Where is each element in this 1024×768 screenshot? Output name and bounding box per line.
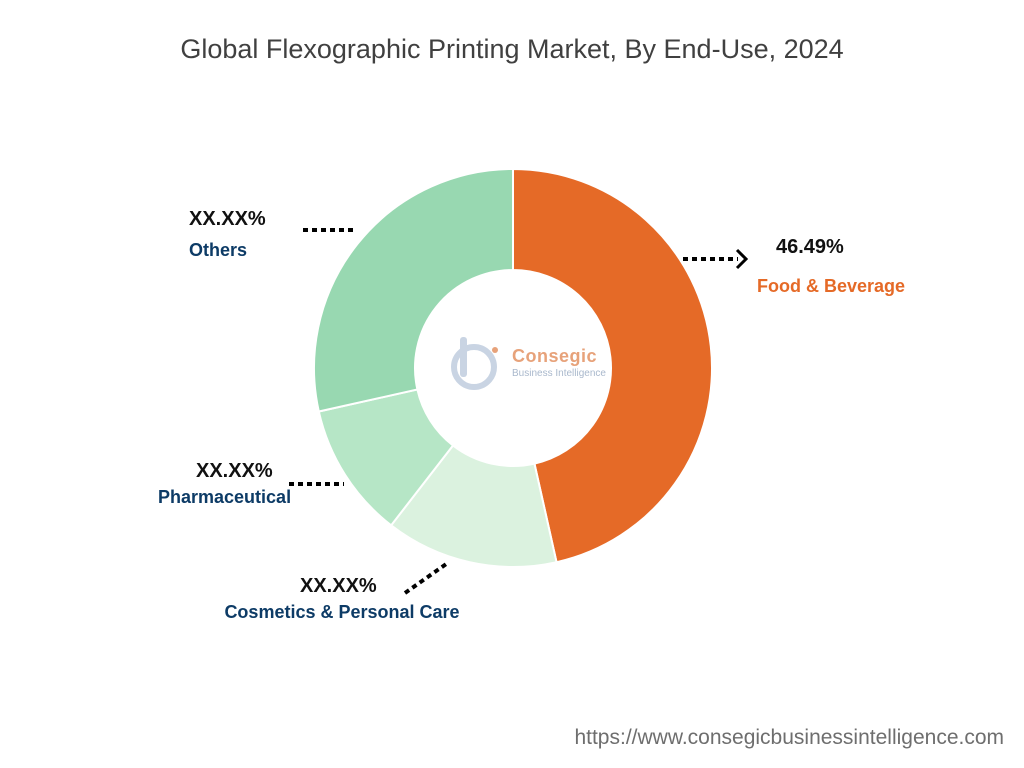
- source-url: https://www.consegicbusinessintelligence…: [574, 726, 1004, 749]
- logo: Consegic Business Intelligence: [512, 346, 606, 379]
- others-value: XX.XX%: [189, 208, 266, 230]
- donut-slices: [313, 167, 713, 568]
- cosmetics-label: Cosmetics & Personal Care: [224, 602, 460, 622]
- slice-food-beverage: [512, 167, 713, 564]
- consegic-logo-icon: [451, 337, 498, 390]
- pharmaceutical-label: Pharmaceutical: [158, 487, 292, 507]
- leader-food-arrow-icon: [735, 248, 749, 270]
- logo-tagline: Business Intelligence: [512, 368, 606, 379]
- chart-title: Global Flexographic Printing Market, By …: [180, 34, 844, 64]
- pharmaceutical-value: XX.XX%: [196, 460, 273, 482]
- logo-name: Consegic: [512, 346, 598, 366]
- slice-others: [313, 167, 514, 413]
- food-beverage-value: 46.49%: [776, 236, 844, 258]
- food-beverage-label: Food & Beverage: [757, 276, 906, 296]
- leader-cosmetics: [403, 560, 451, 595]
- cosmetics-value: XX.XX%: [300, 575, 377, 597]
- others-label: Others: [189, 240, 248, 260]
